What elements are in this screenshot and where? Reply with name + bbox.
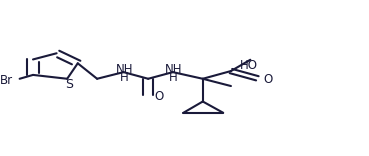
Text: O: O — [263, 73, 272, 86]
Text: NH: NH — [165, 63, 182, 76]
Text: H: H — [120, 71, 129, 84]
Text: NH: NH — [115, 63, 133, 76]
Text: O: O — [155, 90, 164, 103]
Text: H: H — [169, 71, 178, 84]
Text: S: S — [65, 78, 73, 91]
Text: HO: HO — [239, 59, 258, 72]
Text: Br: Br — [0, 74, 13, 87]
